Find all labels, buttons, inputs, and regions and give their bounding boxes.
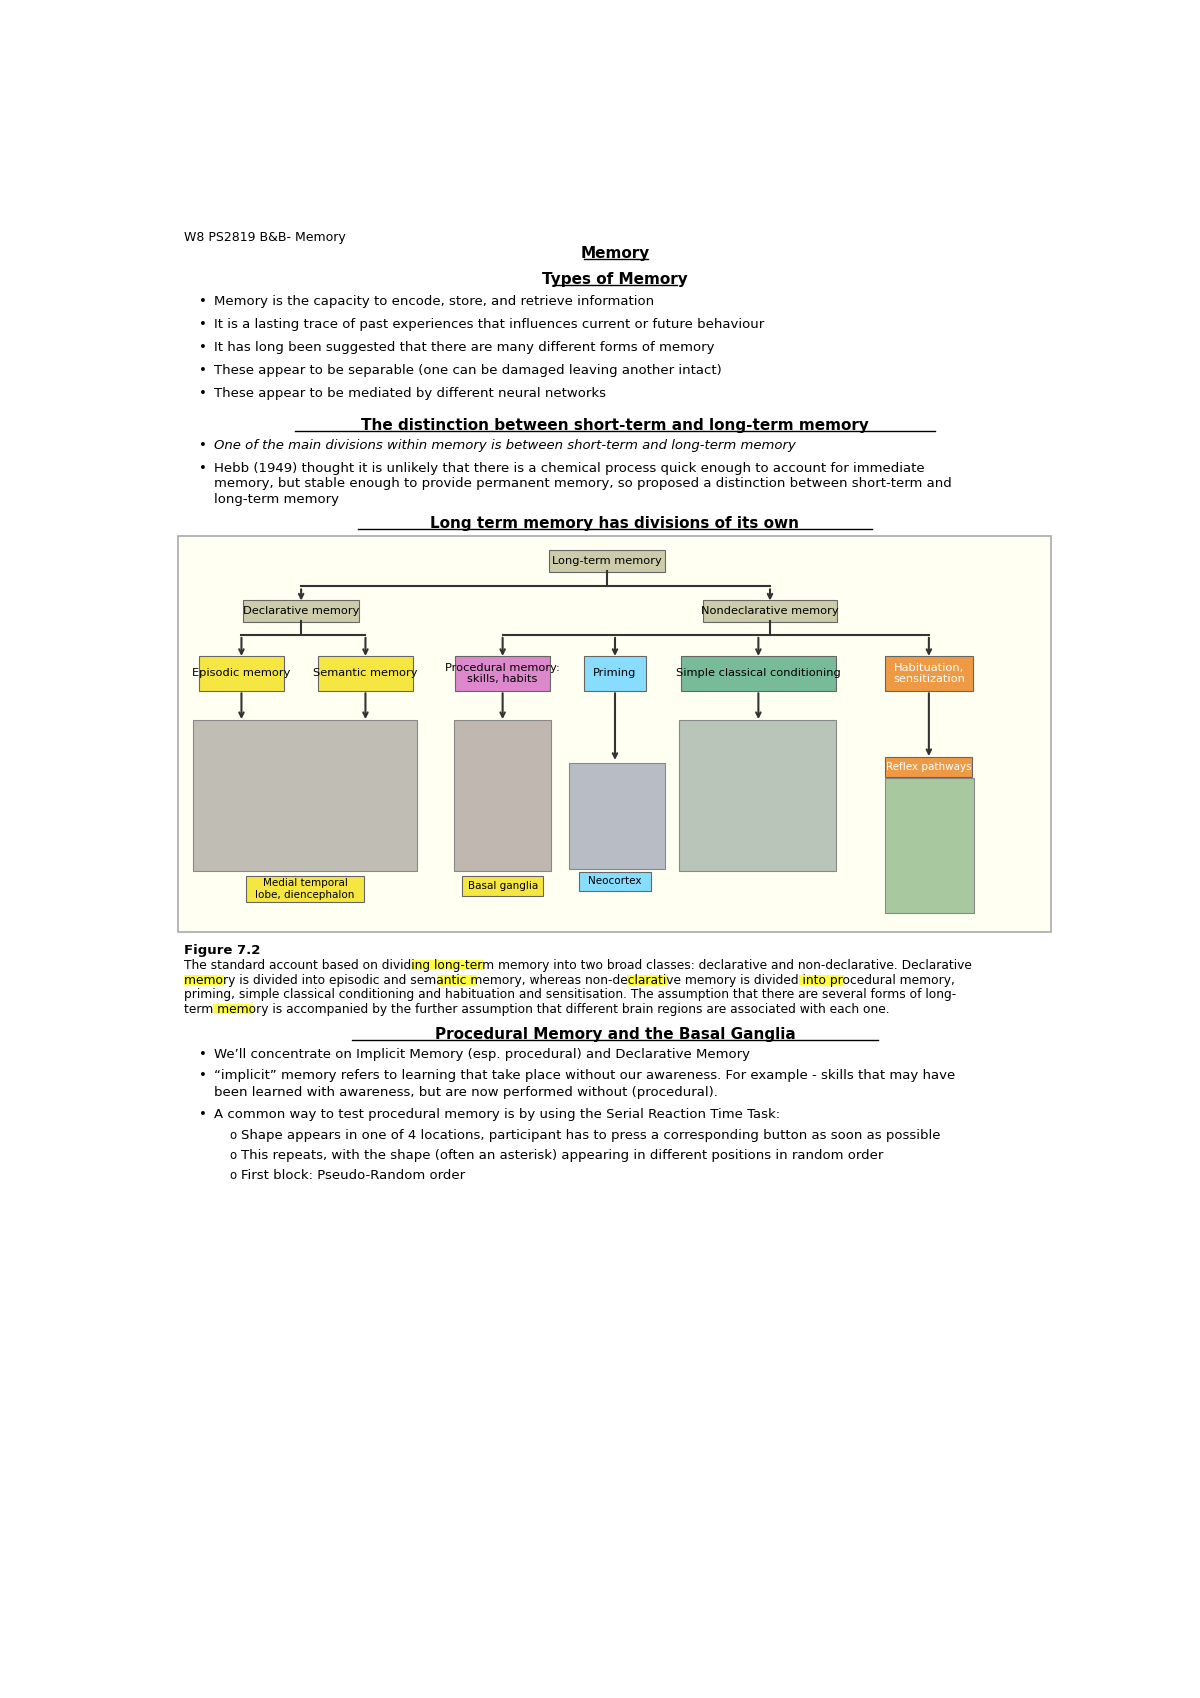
Text: Semantic memory: Semantic memory (313, 669, 418, 679)
Text: Procedural memory:
skills, habits: Procedural memory: skills, habits (445, 662, 560, 684)
Text: •: • (199, 363, 206, 377)
Text: Medial temporal
lobe, diencephalon: Medial temporal lobe, diencephalon (256, 878, 355, 900)
Text: Types of Memory: Types of Memory (542, 272, 688, 287)
Text: Declarative memory: Declarative memory (242, 606, 359, 616)
FancyBboxPatch shape (884, 778, 974, 914)
FancyBboxPatch shape (199, 655, 284, 691)
FancyBboxPatch shape (178, 535, 1051, 932)
Text: •: • (199, 1107, 206, 1121)
Text: •: • (199, 318, 206, 331)
FancyBboxPatch shape (462, 876, 542, 897)
Text: Long-term memory: Long-term memory (552, 555, 662, 565)
FancyBboxPatch shape (580, 873, 650, 890)
Text: “implicit” memory refers to learning that take place without our awareness. For : “implicit” memory refers to learning tha… (214, 1070, 955, 1082)
Text: •: • (199, 438, 206, 452)
FancyBboxPatch shape (680, 655, 836, 691)
Text: Shape appears in one of 4 locations, participant has to press a corresponding bu: Shape appears in one of 4 locations, par… (241, 1129, 941, 1143)
FancyBboxPatch shape (799, 975, 845, 985)
Text: •: • (199, 1070, 206, 1082)
Text: Neocortex: Neocortex (588, 876, 642, 886)
FancyBboxPatch shape (455, 655, 550, 691)
Text: One of the main divisions within memory is between short-term and long-term memo: One of the main divisions within memory … (214, 438, 796, 452)
FancyBboxPatch shape (886, 757, 972, 776)
Text: o: o (229, 1129, 236, 1143)
Text: The distinction between short-term and long-term memory: The distinction between short-term and l… (361, 418, 869, 433)
Text: We’ll concentrate on Implicit Memory (esp. procedural) and Declarative Memory: We’ll concentrate on Implicit Memory (es… (214, 1048, 750, 1061)
Text: memory, but stable enough to provide permanent memory, so proposed a distinction: memory, but stable enough to provide per… (214, 477, 952, 491)
FancyBboxPatch shape (437, 975, 478, 985)
Text: been learned with awareness, but are now performed without (procedural).: been learned with awareness, but are now… (214, 1087, 718, 1099)
Text: It has long been suggested that there are many different forms of memory: It has long been suggested that there ar… (214, 341, 714, 353)
FancyBboxPatch shape (702, 601, 838, 621)
FancyBboxPatch shape (550, 550, 665, 572)
FancyBboxPatch shape (184, 975, 224, 985)
Text: priming, simple classical conditioning and habituation and sensitisation. The as: priming, simple classical conditioning a… (184, 988, 956, 1002)
Text: •: • (199, 341, 206, 353)
Text: term memory is accompanied by the further assumption that different brain region: term memory is accompanied by the furthe… (184, 1004, 889, 1015)
FancyBboxPatch shape (246, 876, 364, 902)
Text: o: o (229, 1150, 236, 1163)
FancyBboxPatch shape (242, 601, 359, 621)
Text: Hebb (1949) thought it is unlikely that there is a chemical process quick enough: Hebb (1949) thought it is unlikely that … (214, 462, 924, 475)
Text: o: o (229, 1170, 236, 1182)
FancyBboxPatch shape (584, 655, 646, 691)
Text: Procedural Memory and the Basal Ganglia: Procedural Memory and the Basal Ganglia (434, 1027, 796, 1043)
FancyBboxPatch shape (679, 720, 836, 871)
Text: Habituation,
sensitization: Habituation, sensitization (893, 662, 965, 684)
FancyBboxPatch shape (884, 655, 973, 691)
Text: The standard account based on dividing long-term memory into two broad classes: : The standard account based on dividing l… (184, 959, 972, 973)
Text: This repeats, with the shape (often an asterisk) appearing in different position: This repeats, with the shape (often an a… (241, 1150, 884, 1163)
FancyBboxPatch shape (569, 762, 665, 869)
Text: Simple classical conditioning: Simple classical conditioning (676, 669, 841, 679)
Text: long-term memory: long-term memory (214, 492, 338, 506)
FancyBboxPatch shape (628, 975, 667, 985)
Text: A common way to test procedural memory is by using the Serial Reaction Time Task: A common way to test procedural memory i… (214, 1107, 780, 1121)
Text: It is a lasting trace of past experiences that influences current or future beha: It is a lasting trace of past experience… (214, 318, 763, 331)
FancyBboxPatch shape (318, 655, 413, 691)
FancyBboxPatch shape (412, 959, 484, 970)
Text: •: • (199, 295, 206, 307)
Text: Nondeclarative memory: Nondeclarative memory (701, 606, 839, 616)
Text: Memory: Memory (581, 246, 649, 261)
Text: Long term memory has divisions of its own: Long term memory has divisions of its ow… (431, 516, 799, 530)
FancyBboxPatch shape (193, 720, 418, 871)
Text: Memory is the capacity to encode, store, and retrieve information: Memory is the capacity to encode, store,… (214, 295, 654, 307)
Text: •: • (199, 462, 206, 475)
Text: Priming: Priming (593, 669, 637, 679)
Text: First block: Pseudo-Random order: First block: Pseudo-Random order (241, 1170, 466, 1182)
Text: Reflex pathways: Reflex pathways (886, 762, 972, 771)
Text: These appear to be mediated by different neural networks: These appear to be mediated by different… (214, 387, 606, 401)
Text: •: • (199, 1048, 206, 1061)
Text: Figure 7.2: Figure 7.2 (184, 944, 260, 956)
Text: These appear to be separable (one can be damaged leaving another intact): These appear to be separable (one can be… (214, 363, 721, 377)
Text: •: • (199, 387, 206, 401)
Text: W8 PS2819 B&B- Memory: W8 PS2819 B&B- Memory (184, 231, 346, 245)
Text: Episodic memory: Episodic memory (192, 669, 290, 679)
Text: Basal ganglia: Basal ganglia (468, 881, 538, 891)
FancyBboxPatch shape (454, 720, 552, 871)
FancyBboxPatch shape (212, 1004, 253, 1014)
Text: memory is divided into episodic and semantic memory, whereas non-declarative mem: memory is divided into episodic and sema… (184, 973, 955, 987)
